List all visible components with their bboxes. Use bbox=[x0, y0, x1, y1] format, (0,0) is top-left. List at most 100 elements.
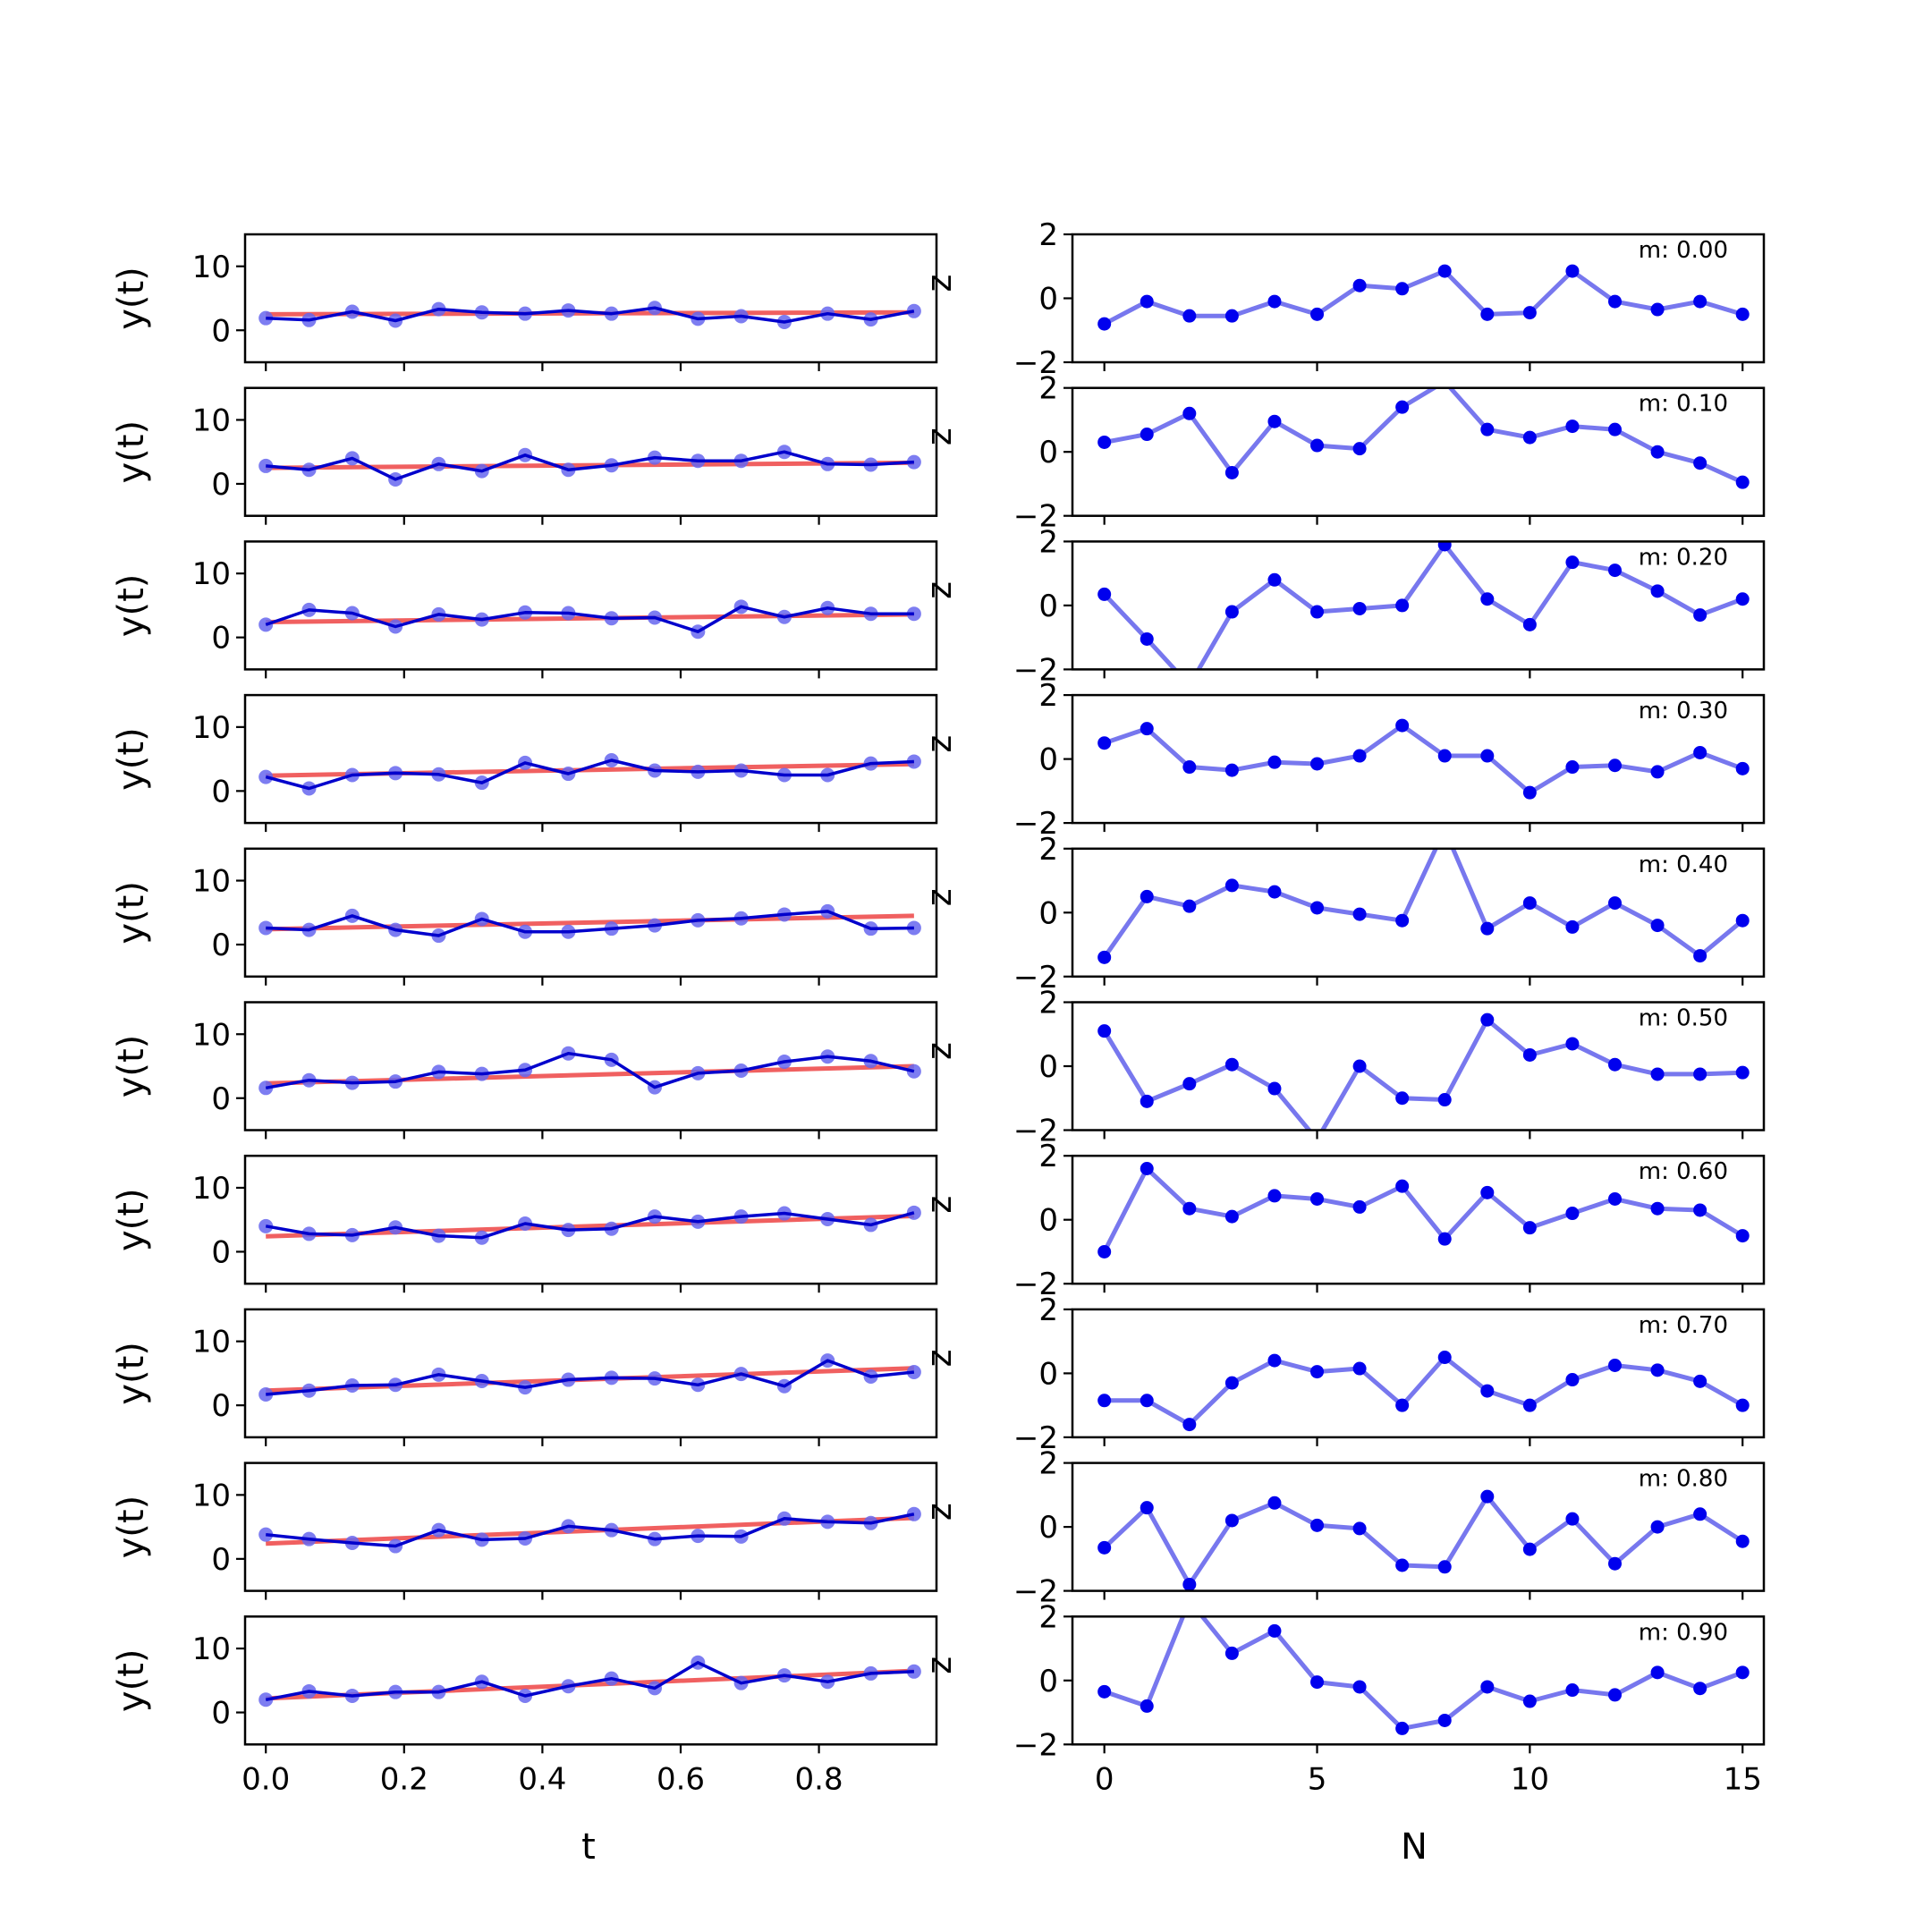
right-subplot-0: −2 0 2 z m: 0.00 bbox=[919, 217, 1766, 381]
residual-point bbox=[1182, 406, 1197, 420]
residual-point bbox=[1480, 921, 1495, 936]
residual-point bbox=[1097, 1394, 1112, 1408]
data-point bbox=[258, 1218, 274, 1233]
residual-point bbox=[1480, 1185, 1495, 1199]
residual-point bbox=[1395, 1721, 1410, 1735]
left-ytick-label: 0 bbox=[211, 1696, 231, 1732]
right-y-axis-label: z bbox=[919, 581, 959, 599]
right-plot-area bbox=[1097, 1013, 1750, 1131]
residual-point bbox=[1480, 422, 1495, 436]
left-y-axis-label: y(t) bbox=[111, 1496, 152, 1559]
left-subplot-4: 0 10 y(t) bbox=[111, 847, 938, 986]
right-ytick-label: 2 bbox=[1038, 1292, 1058, 1328]
right-subplot-4: −2 0 2 z m: 0.40 bbox=[919, 832, 1766, 996]
residual-point bbox=[1608, 1556, 1623, 1571]
slope-annotation: m: 0.40 bbox=[1639, 852, 1728, 878]
right-plot-area bbox=[1097, 264, 1750, 331]
residual-point bbox=[1097, 1024, 1112, 1038]
residual-point bbox=[1352, 601, 1367, 615]
residual-point bbox=[1693, 608, 1707, 623]
residual-point bbox=[1650, 1520, 1665, 1534]
residual-point bbox=[1735, 1229, 1750, 1243]
residual-point bbox=[1565, 555, 1580, 570]
right-xtick-label: 10 bbox=[1511, 1761, 1549, 1797]
residual-point bbox=[1140, 631, 1154, 646]
right-ytick-label: 2 bbox=[1038, 524, 1058, 560]
left-ytick-label: 10 bbox=[192, 1478, 231, 1513]
fit-line bbox=[266, 1515, 914, 1546]
data-point bbox=[258, 769, 274, 784]
data-line bbox=[265, 1661, 914, 1702]
right-ytick-label: −2 bbox=[1013, 1114, 1058, 1149]
residual-point bbox=[1097, 317, 1112, 331]
data-line bbox=[266, 306, 915, 324]
residual-point bbox=[1735, 1398, 1750, 1412]
residual-point bbox=[1224, 465, 1239, 479]
fit-line bbox=[266, 1213, 914, 1239]
left-plot-area bbox=[258, 753, 921, 796]
right-plot-area bbox=[1097, 1489, 1750, 1591]
right-xtick-label: 5 bbox=[1308, 1761, 1327, 1797]
left-ytick-label: 10 bbox=[192, 556, 231, 592]
right-ytick-label: 0 bbox=[1038, 742, 1058, 778]
residual-point bbox=[1735, 913, 1750, 928]
residual-point bbox=[1608, 294, 1623, 309]
residual-point bbox=[1522, 1047, 1537, 1062]
right-plot-area bbox=[1097, 541, 1750, 670]
right-ytick-label: −2 bbox=[1013, 1574, 1058, 1610]
residual-point bbox=[1224, 1513, 1239, 1528]
left-plot-area bbox=[258, 1506, 921, 1554]
right-plot-area bbox=[1097, 848, 1750, 964]
right-subplot-8: −2 0 2 z m: 0.80 bbox=[919, 1446, 1766, 1610]
residual-point bbox=[1735, 1665, 1750, 1680]
left-ytick-label: 10 bbox=[192, 250, 231, 285]
right-ytick-label: 2 bbox=[1038, 986, 1058, 1021]
right-y-axis-label: z bbox=[919, 1196, 959, 1214]
data-line bbox=[265, 605, 914, 633]
residual-point bbox=[1650, 302, 1665, 317]
slope-annotation: m: 0.00 bbox=[1639, 237, 1728, 264]
right-subplot-6: −2 0 2 z m: 0.60 bbox=[919, 1139, 1766, 1302]
residual-point bbox=[1693, 1067, 1707, 1081]
residual-point bbox=[1395, 1558, 1410, 1572]
residual-point bbox=[1650, 1363, 1665, 1377]
residual-point bbox=[1097, 1244, 1112, 1258]
residual-point bbox=[1522, 617, 1537, 631]
left-ytick-label: 0 bbox=[211, 1234, 231, 1270]
left-axes-frame bbox=[243, 1615, 938, 1746]
right-y-axis-label: z bbox=[919, 275, 959, 292]
residual-point bbox=[1608, 896, 1623, 911]
residual-point bbox=[1608, 758, 1623, 773]
left-subplot-9: 0 10 0.0 0.2 0.4 0.6 0.8 y(t) bbox=[111, 1615, 938, 1797]
right-ytick-label: 2 bbox=[1038, 1446, 1058, 1482]
left-axes-frame bbox=[243, 1462, 938, 1592]
residual-point bbox=[1310, 901, 1325, 915]
residual-point bbox=[1735, 475, 1750, 489]
residual-point bbox=[1140, 1094, 1154, 1108]
data-point bbox=[258, 458, 274, 473]
right-y-axis-label: z bbox=[919, 1349, 959, 1367]
data-line bbox=[266, 450, 915, 481]
residual-line bbox=[1103, 1616, 1744, 1731]
left-plot-area bbox=[258, 445, 921, 487]
right-ytick-label: 2 bbox=[1038, 678, 1058, 714]
right-subplot-1: −2 0 2 z m: 0.10 bbox=[919, 371, 1766, 535]
right-subplot-3: −2 0 2 z m: 0.30 bbox=[919, 678, 1766, 842]
residual-point bbox=[1735, 307, 1750, 321]
residual-point bbox=[1608, 1358, 1623, 1372]
left-axes-frame bbox=[243, 693, 938, 825]
residual-point bbox=[1310, 605, 1325, 619]
left-y-axis-label: y(t) bbox=[111, 1649, 152, 1713]
right-plot-area bbox=[1097, 387, 1750, 489]
slope-annotation: m: 0.20 bbox=[1639, 544, 1728, 571]
right-ytick-label: 0 bbox=[1038, 282, 1058, 318]
right-y-axis-label: z bbox=[919, 888, 959, 906]
right-ytick-label: 0 bbox=[1038, 895, 1058, 931]
left-ytick-label: 0 bbox=[211, 621, 231, 657]
residual-line bbox=[1104, 1355, 1744, 1428]
residual-point bbox=[1267, 414, 1282, 428]
right-ytick-label: 2 bbox=[1038, 1599, 1058, 1635]
slope-annotation: m: 0.30 bbox=[1639, 698, 1728, 724]
residual-point bbox=[1395, 282, 1410, 296]
